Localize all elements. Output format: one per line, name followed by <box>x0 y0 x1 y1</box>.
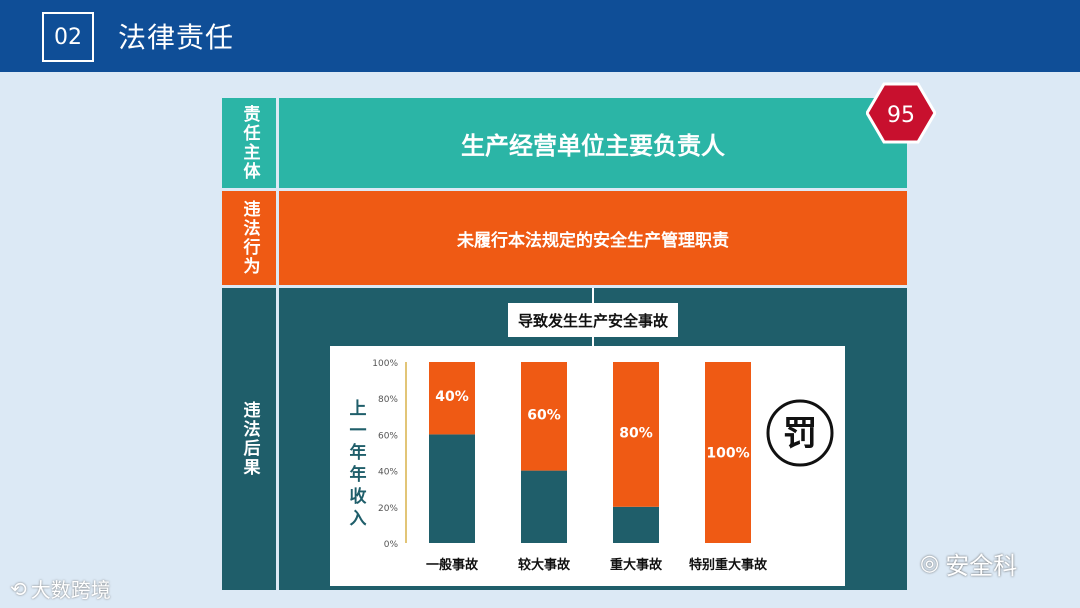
fine-chart: 0%20%40%60%80%100%上一年年收入40%一般事故60%较大事故80… <box>350 359 834 573</box>
category-label: 一般事故 <box>426 557 479 573</box>
section-number: 02 <box>42 12 94 62</box>
chart-panel: 0% 20% 40% 60% 80% 100% 上一年年收入 40% 一般事故 60% 较大事故 80… <box>330 346 845 586</box>
bar-segment <box>521 470 567 543</box>
watermark-right: ◎ 安全科 <box>920 546 1017 581</box>
data-label: 60% <box>527 407 561 423</box>
watermark-right-text: 安全科 <box>945 552 1018 580</box>
y-tick-label: 0% <box>384 540 399 550</box>
y-axis-label-char: 年 <box>350 442 367 463</box>
bar-segment <box>429 362 475 435</box>
behavior-content: 未履行本法规定的安全生产管理职责 <box>279 191 907 285</box>
page-badge: 95 <box>865 82 937 144</box>
category-label: 较大事故 <box>518 557 571 573</box>
bar-segment <box>429 434 475 543</box>
bar-segment <box>521 362 567 471</box>
bar-segment <box>613 506 659 543</box>
y-tick-label: 80% <box>378 395 398 405</box>
bar-segment <box>705 362 751 543</box>
fine-stamp-icon <box>766 399 834 467</box>
category-label: 重大事故 <box>610 557 663 573</box>
wechat-icon: ◎ <box>920 551 940 576</box>
y-axis-label-char: 入 <box>350 509 367 529</box>
y-axis-label-char: 上 <box>350 399 367 419</box>
page-title: 法律责任 <box>118 21 235 54</box>
header-bar: 02 法律责任 <box>0 0 1080 72</box>
subject-content: 生产经营单位主要负责人 <box>279 98 907 188</box>
result-box: 导致发生生产安全事故 <box>508 303 678 337</box>
y-tick-label: 60% <box>378 431 398 441</box>
data-label: 100% <box>706 446 749 462</box>
badge-number: 95 <box>887 103 915 128</box>
data-label: 80% <box>619 425 653 441</box>
bar-segment <box>613 362 659 507</box>
watermark-left-text: 大数跨境 <box>30 578 111 602</box>
y-axis-label-char: 收 <box>350 486 367 507</box>
y-tick-label: 40% <box>378 468 398 478</box>
hexagon-icon <box>865 82 937 144</box>
y-axis-label-char: 一 <box>350 421 367 441</box>
y-axis-label-char: 年 <box>350 464 367 485</box>
fine-stamp-char: 罚 <box>783 414 817 454</box>
subject-label: 责任主体 <box>222 98 276 188</box>
watermark-left: ⟲ 大数跨境 <box>10 574 111 603</box>
data-label: 40% <box>435 389 469 405</box>
logo-icon: ⟲ <box>10 576 27 601</box>
y-tick-label: 100% <box>372 359 398 369</box>
behavior-label: 违法行为 <box>222 191 276 285</box>
y-tick-label: 20% <box>378 504 398 514</box>
category-label: 特别重大事故 <box>689 557 768 573</box>
consequence-label: 违法后果 <box>222 288 276 590</box>
